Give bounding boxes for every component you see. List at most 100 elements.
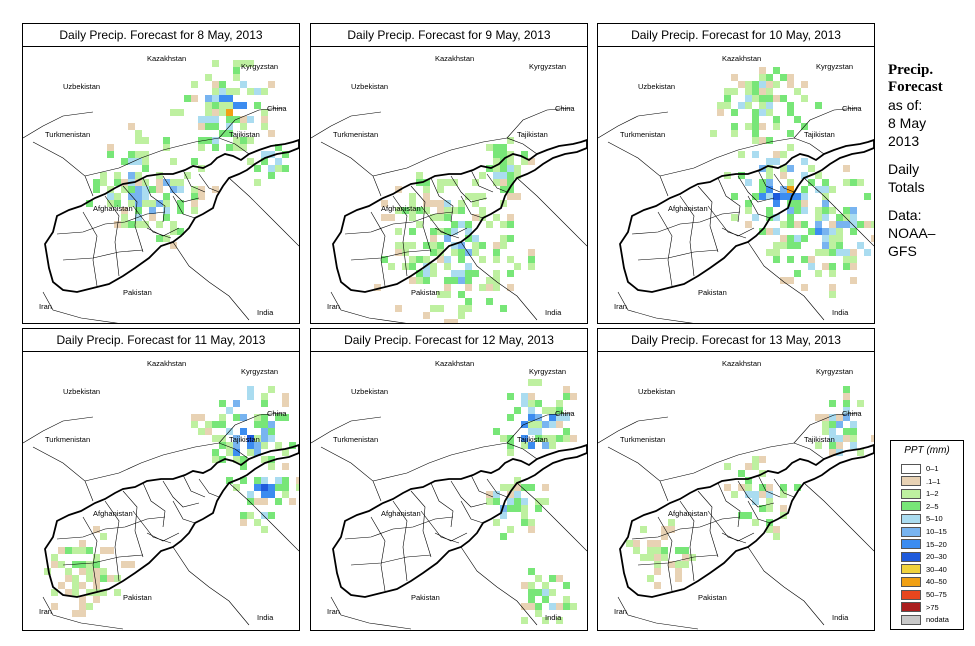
precip-cell: [563, 414, 570, 421]
legend-swatch: [901, 488, 921, 499]
precip-cell: [808, 228, 815, 235]
precip-cell: [549, 435, 556, 442]
precip-cell: [177, 109, 184, 116]
precip-cell: [829, 442, 836, 449]
country-label-tajikistan: Tajikistan: [517, 130, 548, 139]
precip-cell: [836, 249, 843, 256]
legend-item: 5–10: [901, 513, 943, 524]
precip-cell: [843, 207, 850, 214]
precip-cell: [486, 277, 493, 284]
precip-cell: [731, 123, 738, 130]
precip-cell: [142, 193, 149, 200]
precip-cell: [458, 291, 465, 298]
province-border: [460, 500, 484, 524]
precip-cell: [794, 235, 801, 242]
precip-cell: [423, 312, 430, 319]
precip-cell: [416, 221, 423, 228]
precip-cell: [514, 263, 521, 270]
precip-cell: [493, 428, 500, 435]
precip-cell: [128, 221, 135, 228]
precip-cell: [472, 270, 479, 277]
precip-cell: [409, 200, 416, 207]
precip-cell: [829, 414, 836, 421]
precip-cell: [738, 512, 745, 519]
legend-label: 40–50: [926, 577, 947, 587]
country-label-uzbekistan: Uzbekistan: [63, 387, 101, 396]
precip-cell: [556, 575, 563, 582]
province-border: [657, 211, 673, 287]
precip-cell: [198, 123, 205, 130]
precip-cell: [654, 568, 661, 575]
precip-cell: [198, 428, 205, 435]
precip-cell: [857, 449, 864, 456]
precip-cell: [850, 428, 857, 435]
province-border: [320, 141, 382, 197]
precip-cell: [647, 540, 654, 547]
precip-cell: [773, 533, 780, 540]
precip-cell: [51, 561, 58, 568]
precip-cell: [226, 95, 233, 102]
precip-cell: [65, 589, 72, 596]
precip-cell: [780, 221, 787, 228]
precip-cell: [752, 81, 759, 88]
precip-cell: [114, 179, 121, 186]
precip-cell: [549, 603, 556, 610]
precip-cell: [423, 193, 430, 200]
precip-cell: [528, 407, 535, 414]
precip-cell: [535, 575, 542, 582]
province-border: [430, 482, 454, 528]
precip-cell: [93, 561, 100, 568]
province-border: [372, 149, 452, 177]
precip-cell: [759, 95, 766, 102]
precip-cell: [268, 484, 275, 491]
precip-cell: [430, 228, 437, 235]
precip-cell: [128, 200, 135, 207]
precip-cell: [521, 498, 528, 505]
province-border: [617, 596, 699, 630]
precip-cell: [451, 207, 458, 214]
precip-cell: [275, 158, 282, 165]
precip-cell: [402, 263, 409, 270]
precip-cell: [72, 547, 79, 554]
province-border: [122, 490, 144, 558]
precip-cell: [458, 312, 465, 319]
country-label-kyrgyzstan: Kyrgyzstan: [816, 62, 854, 71]
precip-cell: [570, 435, 577, 442]
side-info: Precip. Forecast as of: 8 May 2013 Daily…: [888, 62, 972, 260]
precip-cell: [549, 414, 556, 421]
precip-cell: [191, 158, 198, 165]
precip-cell: [815, 221, 822, 228]
precip-cell: [836, 235, 843, 242]
precip-cell: [843, 407, 850, 414]
precip-cell: [261, 116, 268, 123]
precip-cell: [128, 193, 135, 200]
precip-cell: [289, 442, 296, 449]
precip-cell: [149, 186, 156, 193]
precip-cell: [268, 130, 275, 137]
precip-cell: [668, 519, 675, 526]
precip-cell: [829, 291, 836, 298]
province-border: [420, 205, 460, 239]
precip-cell: [752, 193, 759, 200]
as-of-label: as of:: [888, 97, 923, 113]
precip-cell: [247, 442, 254, 449]
precip-cell: [745, 207, 752, 214]
precip-cell: [135, 207, 142, 214]
afghanistan-border: [332, 444, 587, 598]
precip-cell: [465, 277, 472, 284]
precip-cell: [395, 242, 402, 249]
precip-cell: [128, 158, 135, 165]
precip-cell: [465, 221, 472, 228]
precip-cell: [521, 603, 528, 610]
precip-cell: [100, 547, 107, 554]
panel-title: Daily Precip. Forecast for 12 May, 2013: [311, 329, 587, 352]
precip-cell: [198, 193, 205, 200]
precip-cell: [787, 179, 794, 186]
precip-cell: [500, 172, 507, 179]
precip-cell: [787, 214, 794, 221]
precip-cell: [738, 172, 745, 179]
legend-item: 50–75: [901, 589, 947, 600]
precip-cell: [240, 463, 247, 470]
precip-cell: [556, 414, 563, 421]
precip-cell: [808, 263, 815, 270]
